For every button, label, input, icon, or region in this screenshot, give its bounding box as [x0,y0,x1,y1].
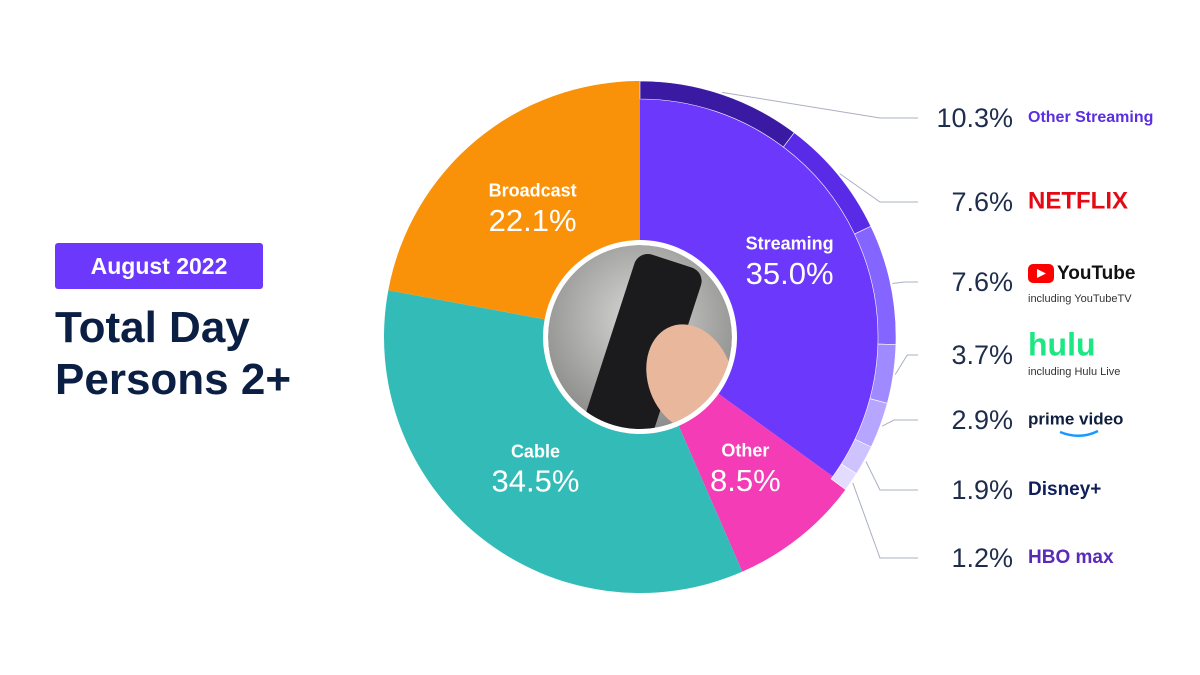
leader-line [865,461,918,491]
slice-label: Other [721,441,769,461]
logo-text: YouTube [1057,263,1135,284]
ring-value: 7.6% [951,187,1013,217]
logo-note: including YouTubeTV [1028,293,1132,305]
slice-label: Broadcast [489,181,577,201]
slice-value: 35.0% [746,256,834,291]
logo-text: HBO max [1028,547,1114,568]
ring-value: 10.3% [936,103,1013,133]
slice-label: Cable [511,441,560,461]
chart-title: Total Day Persons 2+ [55,303,292,404]
leader-line [852,482,918,559]
logo-text: hulu [1028,326,1096,362]
leader-line [721,91,918,119]
slice-label: Streaming [746,233,834,253]
slice-value: 8.5% [710,463,781,498]
logo-text: Other Streaming [1028,109,1153,126]
prime-smile [1059,429,1099,437]
logo-text: Disney+ [1028,479,1101,500]
photo [548,245,732,429]
leader-line [894,354,918,375]
ring-segment [830,463,857,491]
slice-value: 34.5% [492,464,580,499]
date-badge: August 2022 [55,243,263,289]
leader-line [881,419,918,427]
ring-value: 2.9% [951,405,1013,435]
slice [383,290,743,593]
ring-value: 1.2% [951,543,1013,573]
ring-value: 1.9% [951,475,1013,505]
logo-text: NETFLIX [1028,187,1128,214]
logo-text: prime video [1028,409,1123,428]
ring-value: 3.7% [951,340,1013,370]
slice-value: 22.1% [489,203,577,238]
remote [583,254,702,429]
leader-line [892,281,918,285]
ring-value: 7.6% [951,267,1013,297]
leader-line [839,173,918,203]
youtube-play [1037,269,1046,278]
logo-note: including Hulu Live [1028,366,1120,378]
